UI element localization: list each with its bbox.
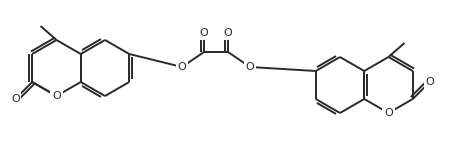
Text: O: O bbox=[425, 77, 434, 87]
Text: O: O bbox=[11, 94, 20, 104]
Text: O: O bbox=[200, 28, 208, 38]
Text: O: O bbox=[384, 108, 393, 118]
Text: O: O bbox=[52, 91, 61, 101]
Text: O: O bbox=[177, 62, 187, 72]
Text: O: O bbox=[246, 62, 254, 72]
Text: O: O bbox=[223, 28, 233, 38]
